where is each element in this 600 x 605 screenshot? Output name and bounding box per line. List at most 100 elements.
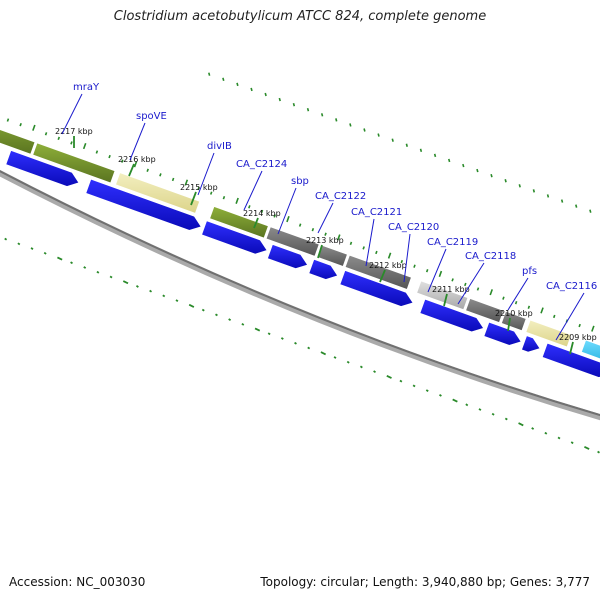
inner-dot — [70, 261, 73, 265]
gene-leader — [427, 248, 447, 293]
outer-tick — [260, 209, 264, 214]
inner-dot — [201, 308, 205, 312]
outer-tick — [248, 205, 251, 209]
inner-dot — [228, 318, 232, 321]
kbp-label: 2210 kbp — [495, 309, 533, 318]
backbone-ring-edge — [0, 170, 600, 417]
cds-arrow — [339, 269, 414, 307]
outer-tick — [438, 270, 443, 277]
outer-tick — [19, 122, 22, 127]
kbp-tick — [569, 341, 574, 355]
inner-dot — [584, 445, 590, 450]
kbp-label: 2213 kbp — [306, 236, 344, 245]
outer-dot — [490, 173, 493, 178]
inner-dot — [452, 398, 458, 403]
label-layer: 2217 kbp 2216 kbp 2215 kbp 2214 kbp 2213 kbp… — [55, 82, 597, 355]
gene-label: divIB — [207, 141, 232, 152]
outer-dot — [447, 158, 451, 163]
kbp-label: 2216 kbp — [118, 155, 156, 164]
outer-dot — [560, 199, 564, 203]
inner-dot — [162, 294, 166, 298]
feature-block — [500, 310, 527, 332]
outer-tick — [324, 232, 327, 236]
inner-dot — [544, 431, 548, 435]
inner-dot — [30, 247, 34, 250]
outer-tick — [95, 150, 99, 154]
outer-tick-ring — [6, 118, 595, 332]
inner-dot — [57, 256, 63, 261]
outer-tick — [44, 132, 48, 136]
outer-tick — [400, 259, 404, 264]
gene-label: sbp — [291, 176, 309, 187]
gene-leader — [555, 292, 585, 341]
gene-leader — [457, 262, 485, 305]
outer-dot — [236, 82, 239, 87]
outer-dot — [433, 153, 437, 158]
gc-skew-dots — [208, 72, 592, 213]
inner-dot — [122, 280, 129, 285]
inner-dot — [17, 242, 21, 246]
cds-track — [5, 149, 600, 378]
outer-dot — [292, 102, 296, 107]
outer-tick — [298, 223, 302, 227]
cds-arrow — [521, 335, 541, 353]
outer-dot — [222, 77, 225, 81]
outer-tick — [578, 323, 581, 328]
outer-tick — [591, 325, 595, 332]
inner-dot — [294, 341, 297, 345]
inner-dot — [425, 389, 429, 392]
outer-dot — [476, 168, 479, 173]
cds-arrow — [85, 178, 202, 231]
kbp-tick — [317, 244, 323, 259]
gene-leader — [129, 122, 146, 161]
inner-dot — [241, 322, 245, 326]
outer-tick — [489, 289, 493, 296]
gene-label: CA_C2121 — [351, 207, 402, 218]
inner-dot — [83, 266, 87, 269]
outer-dot — [349, 123, 352, 127]
outer-dot — [278, 97, 281, 102]
feature-block — [265, 225, 320, 258]
outer-tick — [57, 136, 61, 141]
kbp-label: 2211 kbp — [432, 285, 470, 294]
inner-dot — [597, 450, 600, 454]
outer-tick — [222, 196, 226, 200]
inner-dot — [412, 384, 416, 388]
outer-tick — [82, 142, 87, 150]
outer-tick — [133, 161, 138, 168]
feature-block — [114, 171, 201, 215]
outer-tick — [235, 197, 239, 204]
gene-leader — [317, 202, 334, 234]
outer-dot — [264, 92, 267, 97]
cds-arrow — [419, 298, 485, 333]
feature-block — [208, 205, 270, 239]
outer-tick — [514, 301, 518, 305]
inner-dot — [215, 313, 218, 317]
inner-dot — [399, 379, 403, 383]
outer-tick — [349, 241, 353, 246]
gene-leader — [507, 277, 529, 311]
kbp-label: 2217 kbp — [55, 127, 93, 136]
inner-dot — [188, 303, 195, 308]
gc-content-dots — [4, 237, 600, 454]
inner-dot — [149, 289, 153, 293]
kbp-tick — [190, 191, 197, 206]
inner-dot — [386, 374, 392, 379]
kbp-tick — [379, 269, 386, 283]
outer-tick — [32, 124, 36, 131]
outer-dot — [405, 143, 408, 147]
gene-leader — [197, 152, 215, 196]
inner-dot — [570, 441, 574, 445]
gene-label: mraY — [73, 82, 100, 93]
gene-label: CA_C2120 — [388, 222, 439, 233]
outer-dot — [575, 204, 578, 208]
cds-arrow — [483, 321, 522, 346]
feature-block — [525, 319, 573, 348]
inner-dot — [4, 237, 8, 241]
outer-tick — [273, 214, 277, 218]
kbp-label: 2214 kbp — [243, 209, 281, 218]
accession-label: Accession: NC_003030 — [9, 575, 146, 589]
gene-leader — [243, 170, 263, 211]
outer-tick — [451, 278, 454, 282]
